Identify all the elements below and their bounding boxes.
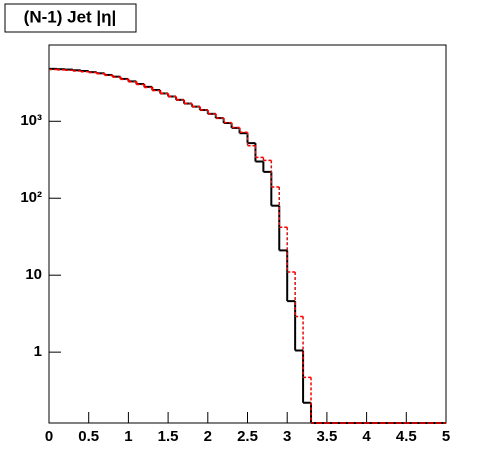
y-tick-label: 1 xyxy=(34,343,42,360)
x-tick-label: 2 xyxy=(204,428,212,445)
x-tick-label: 0.5 xyxy=(78,428,99,445)
y-tick-label: 10 xyxy=(25,266,42,283)
x-tick-label: 1.5 xyxy=(158,428,179,445)
x-tick-label: 1 xyxy=(124,428,132,445)
x-tick-label: 5 xyxy=(442,428,450,445)
x-tick-label: 2.5 xyxy=(237,428,258,445)
x-tick-label: 3 xyxy=(283,428,291,445)
x-tick-label: 0 xyxy=(45,428,53,445)
x-tick-label: 3.5 xyxy=(316,428,337,445)
y-tick-label: 10³ xyxy=(20,112,42,129)
title-box xyxy=(4,3,137,33)
x-tick-label: 4.5 xyxy=(396,428,417,445)
y-tick-label: 10² xyxy=(20,189,42,206)
x-tick-label: 4 xyxy=(362,428,371,445)
chart-title: (N-1) Jet |η| xyxy=(24,7,117,26)
